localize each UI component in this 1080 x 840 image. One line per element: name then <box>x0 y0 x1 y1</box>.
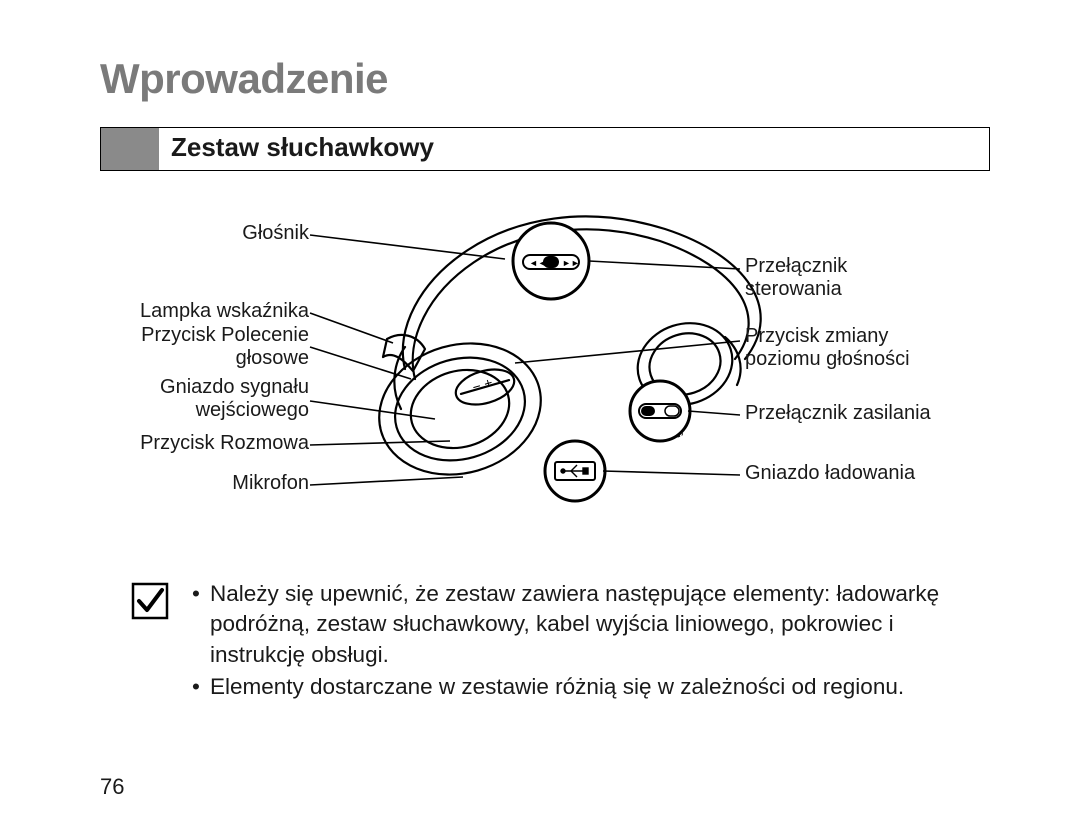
note-text: Należy się upewnić, że zestaw zawiera na… <box>210 579 980 670</box>
notes-block: • Należy się upewnić, że zestaw zawiera … <box>100 579 990 705</box>
note-item: • Elementy dostarczane w zestawie różnią… <box>192 672 980 702</box>
callout-speaker: Głośnik <box>242 222 309 245</box>
callout-mic: Mikrofon <box>232 472 309 495</box>
callout-linein: Gniazdo sygnału wejściowego <box>160 376 309 422</box>
headset-diagram: − + SAMSUNG ◄◄ ►► <box>105 189 985 569</box>
note-text: Elementy dostarczane w zestawie różnią s… <box>210 672 904 702</box>
svg-text:◄◄: ◄◄ <box>529 258 547 268</box>
section-band: Zestaw słuchawkowy <box>100 127 990 171</box>
check-icon <box>130 581 170 621</box>
callout-charge: Gniazdo ładowania <box>745 462 915 485</box>
section-title: Zestaw słuchawkowy <box>159 128 446 170</box>
section-tab <box>101 128 159 170</box>
callout-indicator: Lampka wskaźnika <box>140 300 309 323</box>
chapter-title: Wprowadzenie <box>100 55 990 103</box>
callout-talk: Przycisk Rozmowa <box>140 432 309 455</box>
callout-voice-cmd: Przycisk Polecenie głosowe <box>141 324 309 370</box>
svg-text:►►: ►► <box>562 258 580 268</box>
callout-volume: Przycisk zmiany poziomu głośności <box>745 325 910 371</box>
callout-power: Przełącznik zasilania <box>745 402 931 425</box>
page-number: 76 <box>100 774 124 800</box>
note-item: • Należy się upewnić, że zestaw zawiera … <box>192 579 980 670</box>
svg-text:− +: − + <box>470 374 494 395</box>
callout-jog: Przełącznik sterowania <box>745 255 847 301</box>
